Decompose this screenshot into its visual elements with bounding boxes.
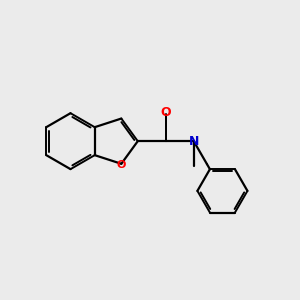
Text: O: O: [117, 160, 126, 170]
Text: O: O: [160, 106, 171, 119]
Text: N: N: [188, 135, 199, 148]
